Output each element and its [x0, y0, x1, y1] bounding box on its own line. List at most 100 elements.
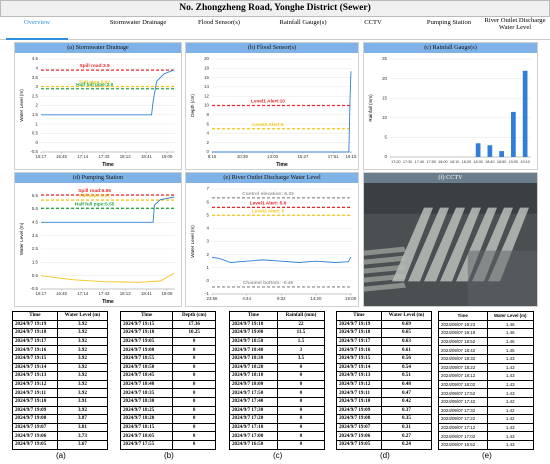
- data-table: Time Rainfall (mm) 2024/9/7 19:10 22 2024/9/…: [229, 311, 326, 450]
- table-cell: 2024/9/7 18:00: [229, 379, 278, 390]
- x-tick-label: 14:20: [310, 296, 322, 301]
- y-tick-label: 5: [385, 135, 388, 140]
- table-row: 2024/9/7 19:14 3.92: [12, 362, 109, 373]
- y-tick-label: 6.5: [32, 193, 39, 198]
- cctv-image: [364, 183, 537, 306]
- table-cell: 2024/9/7 19:12: [12, 379, 58, 390]
- nav-tab[interactable]: Flood Sensor(s): [198, 19, 240, 26]
- y-tick-label: 10: [382, 115, 387, 120]
- table-cell: 0: [276, 405, 326, 416]
- table-row: 2024/09/07 18:02 1.43: [438, 379, 535, 390]
- table-cell: 0.48: [380, 379, 433, 390]
- table-row: 2024/9/7 19:13 3.92: [12, 371, 109, 381]
- table-cell: 0: [172, 439, 216, 450]
- x-tick-label: 9:32: [277, 296, 286, 301]
- table-cell: 2024/9/7 17:20: [229, 414, 278, 424]
- nav-tab[interactable]: Pumping Station: [426, 19, 472, 26]
- y-tick-label: 7: [207, 186, 210, 191]
- y-tick-label: 0.5: [32, 131, 39, 136]
- table-cell: 17.36: [172, 319, 216, 330]
- table-cell: 2024/09/07 17:02: [438, 431, 488, 441]
- table-cell: 0.69: [380, 319, 433, 330]
- table-row: 2024/9/7 19:05 3.67: [12, 439, 109, 450]
- table-cell: 0.54: [380, 362, 433, 373]
- threshold-label: Full pipe:6.17: [79, 193, 110, 199]
- y-tick-label: 4: [207, 226, 210, 231]
- table-cell: 3.92: [56, 362, 109, 373]
- table-cell: 0.51: [380, 371, 433, 381]
- x-tick-label: 19:09: [161, 154, 173, 159]
- table-cell: 0.65: [380, 328, 433, 338]
- table-cell: 2024/9/7 19:10: [119, 328, 174, 338]
- table-cell: 1.42: [486, 396, 535, 407]
- nav-tab[interactable]: Overview: [24, 19, 50, 26]
- table-cell: 0: [172, 336, 216, 347]
- x-tick-label: 17:40: [415, 160, 425, 164]
- table-row: 2024/9/7 17:30 0: [229, 405, 326, 416]
- panel: (f) CCTV: [363, 172, 538, 307]
- nav-tab[interactable]: River Outlet Discharge Water Level: [484, 17, 546, 31]
- table-row: 2024/09/07 19:18 1.46: [438, 328, 535, 338]
- table-cell: 3.92: [56, 328, 109, 338]
- y-tick-label: 4.5: [32, 56, 39, 61]
- table-row: 2024/09/07 17:42 1.42: [438, 396, 535, 407]
- table-row: 2024/9/7 19:17 3.92: [12, 336, 109, 347]
- table-cell: 2024/9/7 19:11: [12, 388, 58, 398]
- chart: Water Level (m) -0.5 0.5 1.5 2.5 3.5 4.5 5.5 6.5…: [19, 188, 175, 305]
- table-row: 2024/9/7 18:00 0: [229, 379, 326, 390]
- header-row: Time Water Level (m): [336, 311, 433, 321]
- table-row: 2024/9/7 19:09 3.92: [12, 405, 109, 416]
- table-row: 2024/9/7 17:50 0: [229, 388, 326, 398]
- nav-tab[interactable]: Stormwater Drainage: [109, 19, 167, 26]
- table-row: 2024/09/07 18:12 1.43: [438, 371, 535, 381]
- y-tick-label: 3: [207, 239, 210, 244]
- table-row: 2024/9/7 19:15 0.56: [336, 353, 433, 364]
- x-tick-label: 17:51: [328, 154, 340, 159]
- y-tick-label: 15: [382, 95, 387, 100]
- table-cell: 3.92: [56, 379, 109, 390]
- table-row: 2024/09/07 18:52 1.46: [438, 336, 535, 347]
- table-cell: 3.91: [56, 396, 109, 407]
- crosswalk-stripe: [392, 207, 433, 282]
- y-tick-label: 18: [204, 65, 209, 70]
- table-cell: 2024/9/7 19:06: [336, 431, 382, 441]
- table-cell: 2024/09/07 16:52: [438, 439, 488, 450]
- y-tick-label: 2: [36, 103, 39, 108]
- table-cell: 2024/9/7 18:30: [229, 353, 278, 364]
- table-cell: 1.5: [276, 336, 326, 347]
- column-header: Water Level (m): [486, 311, 535, 321]
- table-cell: 0: [172, 362, 216, 373]
- caption: (a): [56, 451, 66, 460]
- table-row: 2024/9/7 18:10 0: [229, 371, 326, 381]
- table-cell: 2024/9/7 19:15: [119, 319, 174, 330]
- y-tick-label: 3.5: [32, 233, 39, 238]
- table-cell: 2024/9/7 19:05: [336, 439, 382, 450]
- x-tick-label: 18:20: [462, 160, 472, 164]
- table-cell: 2024/9/7 17:40: [229, 396, 278, 407]
- table-cell: 0: [172, 379, 216, 390]
- y-tick-label: 20: [382, 76, 387, 81]
- x-tick-label: 16:17: [36, 154, 48, 159]
- table-row: 2024/09/07 17:32 1.42: [438, 405, 535, 416]
- column-header: Water Level (m): [380, 311, 433, 321]
- table-row: 2024/09/07 18:32 1.43: [438, 353, 535, 364]
- threshold-label: Full pipe:3.02: [79, 80, 110, 86]
- table-cell: 2024/9/7 18:20: [119, 414, 174, 424]
- table-cell: 2024/9/7 19:17: [336, 336, 382, 347]
- table-row: 2024/9/7 19:16 0.61: [336, 345, 433, 355]
- table-cell: 2024/09/07 18:52: [438, 336, 488, 347]
- table-row: 2024/9/7 17:55 0: [119, 439, 216, 450]
- table-cell: 3.92: [56, 345, 109, 355]
- table-cell: 0: [172, 388, 216, 398]
- crosswalk-stripe: [364, 255, 406, 265]
- nav-tab[interactable]: Rainfall Gauge(s): [279, 19, 327, 26]
- series-line: [41, 69, 175, 116]
- nav-tab[interactable]: CCTV: [364, 19, 382, 26]
- table-cell: 2024/9/7 19:15: [336, 353, 382, 364]
- x-tick-label: 19:09: [161, 291, 173, 296]
- table-row: 2024/9/7 18:30 3.5: [229, 353, 326, 364]
- table-cell: 2024/9/7 19:00: [229, 328, 278, 338]
- y-tick-label: 25: [382, 56, 387, 61]
- table-cell: 3.92: [56, 388, 109, 398]
- crosswalk-stripe: [364, 282, 406, 292]
